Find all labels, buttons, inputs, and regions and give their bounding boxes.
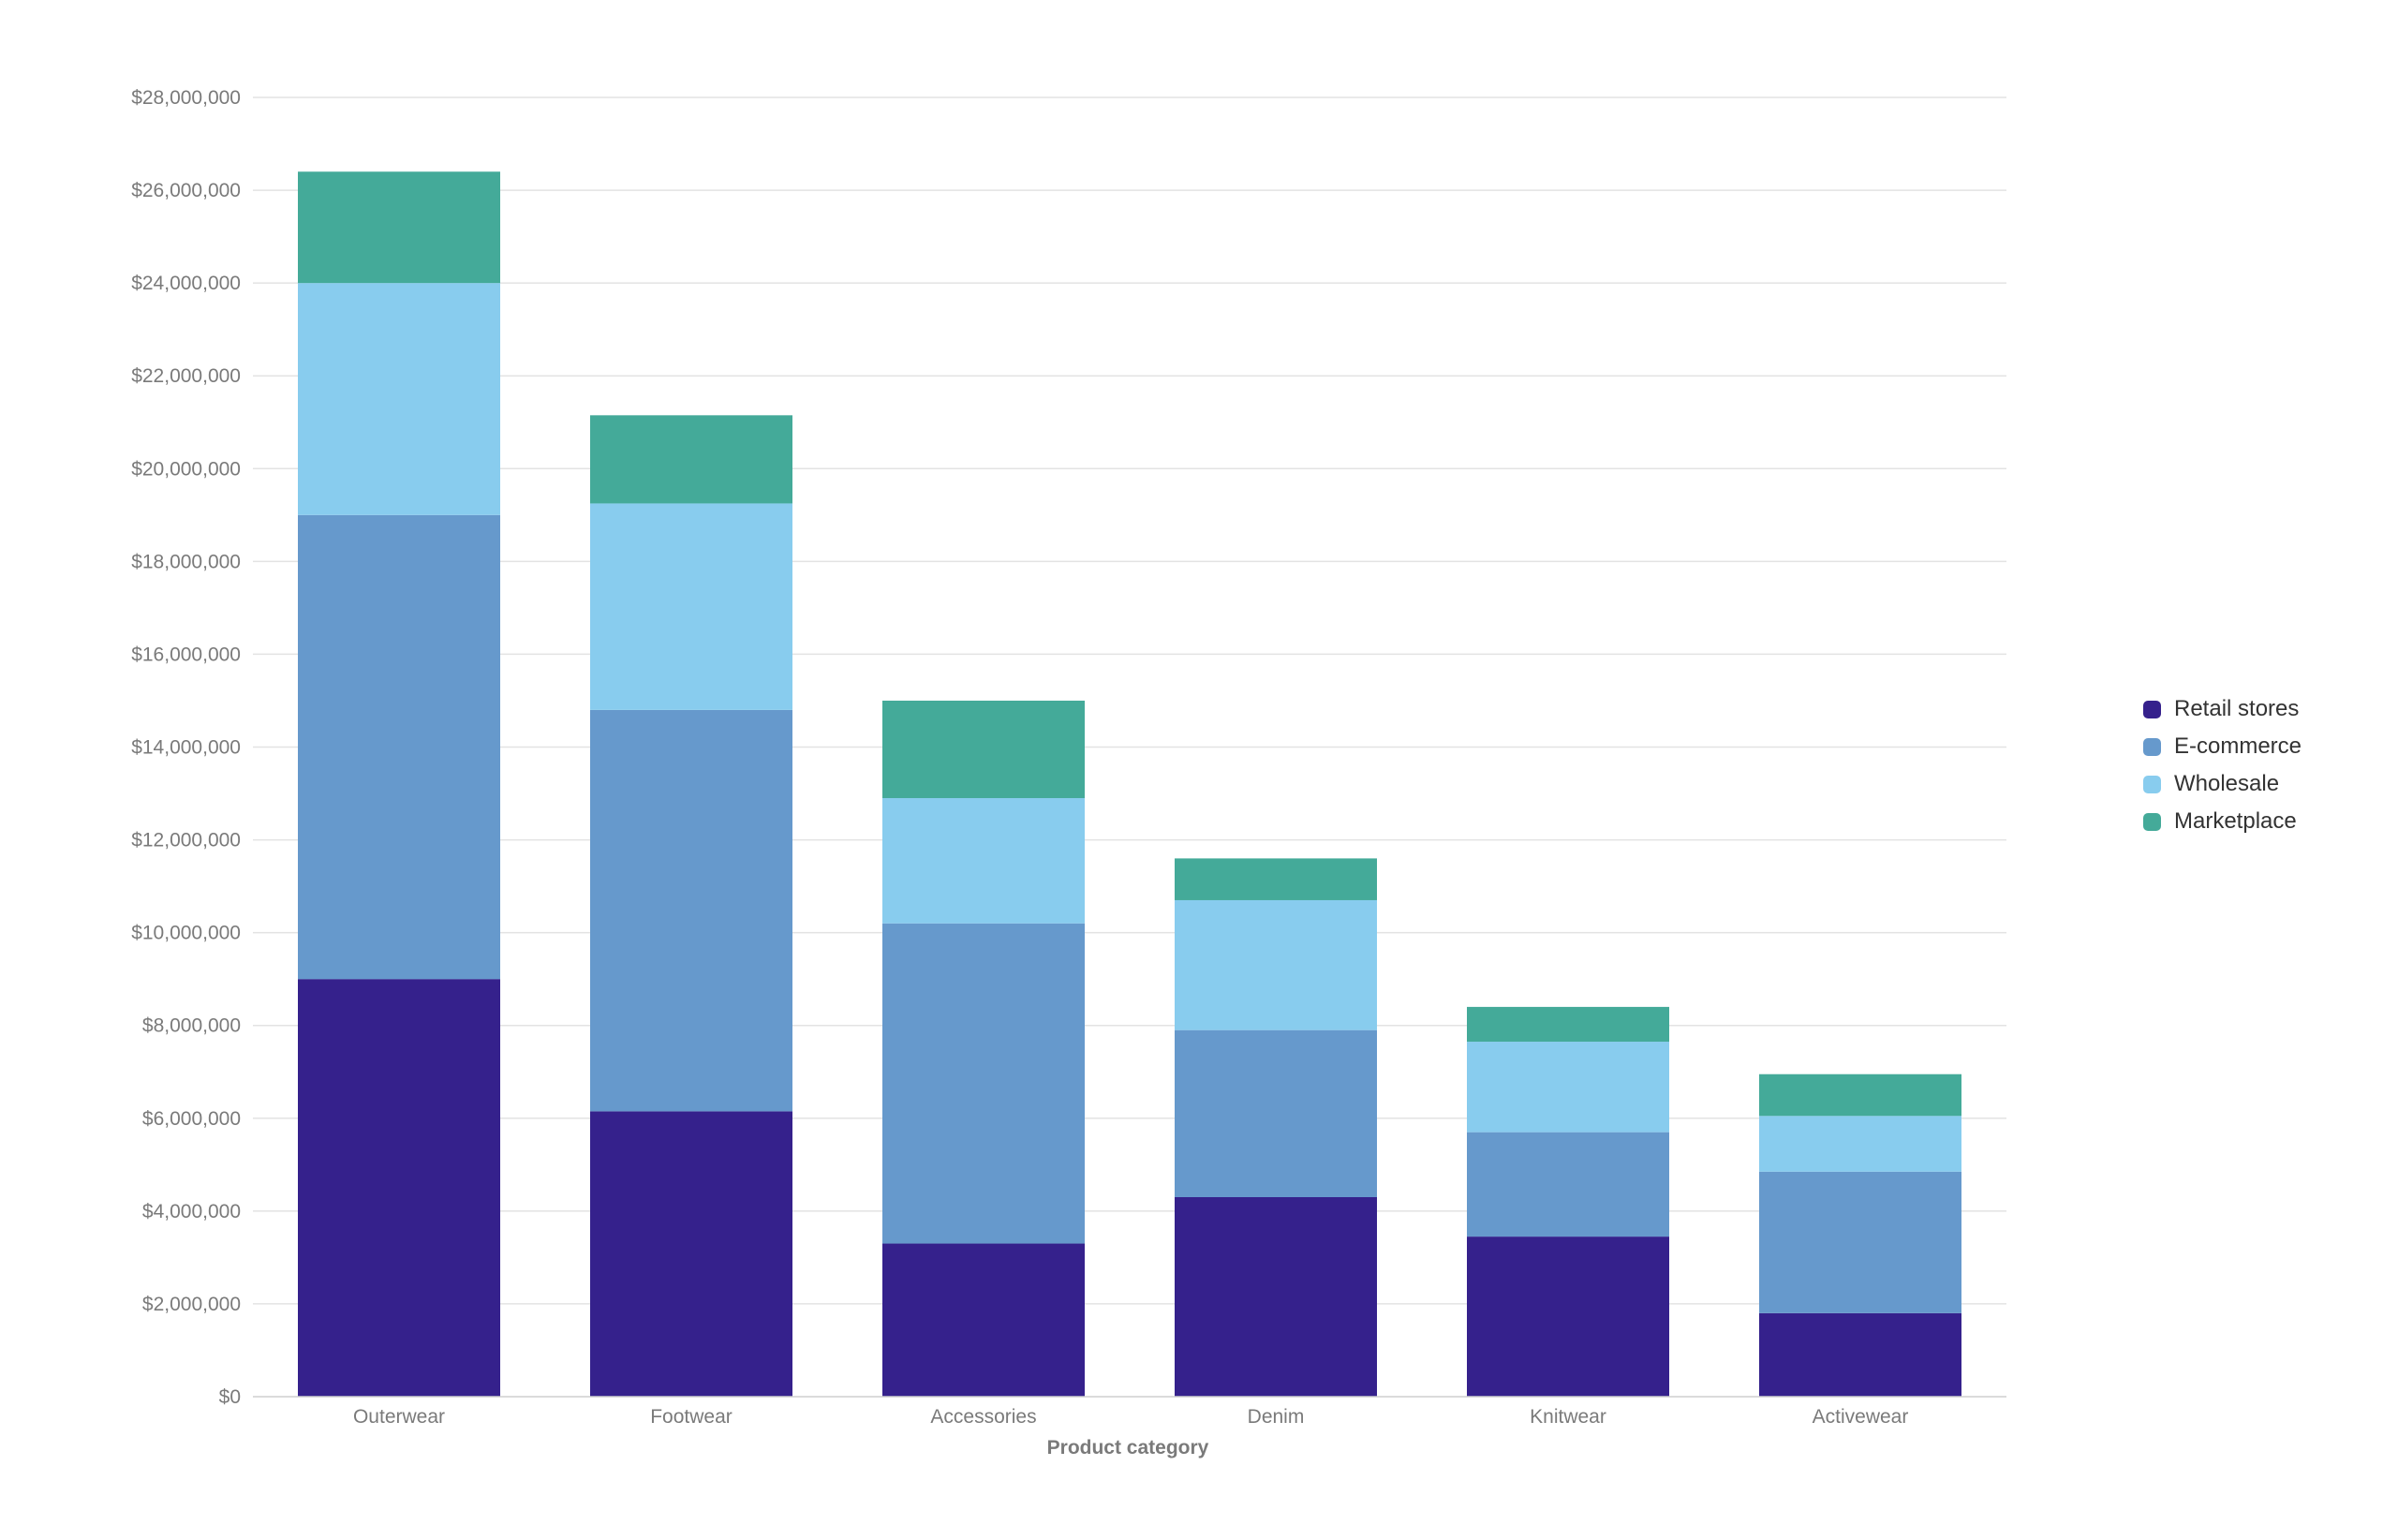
bar-segment-marketplace-outerwear[interactable] (298, 171, 500, 284)
bar-segment-e-commerce-accessories[interactable] (882, 923, 1085, 1244)
bar-segment-marketplace-knitwear[interactable] (1467, 1006, 1669, 1043)
bar-segment-retail-stores-activewear[interactable] (1759, 1312, 1961, 1397)
y-tick-label: $18,000,000 (131, 551, 241, 572)
bar-segment-wholesale-accessories[interactable] (882, 797, 1085, 924)
bar-segment-retail-stores-accessories[interactable] (882, 1243, 1085, 1397)
legend: Retail stores E-commerce Wholesale Marketpl… (2143, 696, 2302, 834)
legend-item[interactable]: Wholesale (2143, 771, 2302, 796)
y-tick-label: $12,000,000 (131, 830, 241, 851)
legend-label: Marketplace (2174, 808, 2297, 834)
x-tick-label: Accessories (930, 1406, 1036, 1428)
legend-swatch (2143, 812, 2161, 831)
bar-segment-wholesale-outerwear[interactable] (298, 283, 500, 515)
y-tick-label: $14,000,000 (131, 737, 241, 759)
bar-segment-wholesale-footwear[interactable] (590, 503, 792, 710)
bar-segment-wholesale-knitwear[interactable] (1467, 1042, 1669, 1133)
legend-swatch (2143, 737, 2161, 756)
y-tick-label: $2,000,000 (142, 1294, 241, 1315)
y-tick-label: $28,000,000 (131, 87, 241, 109)
bar-segment-retail-stores-denim[interactable] (1175, 1196, 1377, 1397)
bar-segment-marketplace-footwear[interactable] (590, 415, 792, 504)
y-tick-label: $20,000,000 (131, 458, 241, 480)
bar-segment-e-commerce-outerwear[interactable] (298, 514, 500, 980)
bar-segment-retail-stores-knitwear[interactable] (1467, 1236, 1669, 1397)
x-tick-label: Outerwear (353, 1406, 445, 1428)
bar-segment-marketplace-denim[interactable] (1175, 858, 1377, 900)
bar-segment-e-commerce-knitwear[interactable] (1467, 1132, 1669, 1237)
x-tick-label: Footwear (650, 1406, 733, 1428)
legend-label: E-commerce (2174, 733, 2302, 759)
bar-segment-e-commerce-denim[interactable] (1175, 1029, 1377, 1197)
legend-label: Wholesale (2174, 771, 2280, 796)
x-tick-label: Activewear (1813, 1406, 1909, 1428)
bar-segment-wholesale-denim[interactable] (1175, 899, 1377, 1030)
legend-item[interactable]: E-commerce (2143, 733, 2302, 759)
x-tick-label: Knitwear (1530, 1406, 1606, 1428)
legend-item[interactable]: Retail stores (2143, 696, 2302, 721)
bar-segment-marketplace-accessories[interactable] (882, 700, 1085, 798)
x-axis-title: Product category (1047, 1437, 1209, 1459)
bar-segment-wholesale-activewear[interactable] (1759, 1116, 1961, 1172)
y-tick-label: $4,000,000 (142, 1201, 241, 1222)
gridlines (253, 96, 2006, 1305)
y-tick-label: $0 (219, 1386, 241, 1408)
y-tick-label: $16,000,000 (131, 644, 241, 665)
y-tick-label: $6,000,000 (142, 1108, 241, 1130)
legend-item[interactable]: Marketplace (2143, 808, 2302, 834)
bar-segment-retail-stores-outerwear[interactable] (298, 979, 500, 1397)
y-tick-label: $22,000,000 (131, 365, 241, 387)
y-tick-label: $26,000,000 (131, 180, 241, 201)
x-tick-label: Denim (1248, 1406, 1305, 1428)
legend-label: Retail stores (2174, 696, 2300, 721)
y-tick-label: $8,000,000 (142, 1015, 241, 1037)
axes: $0 $2,000,000 $4,000,000 $6,000,000 $8,000,0… (131, 87, 2006, 1428)
bar-segment-e-commerce-activewear[interactable] (1759, 1171, 1961, 1313)
bars (298, 171, 1961, 1397)
y-tick-label: $24,000,000 (131, 273, 241, 294)
y-tick-label: $10,000,000 (131, 923, 241, 944)
legend-swatch (2143, 700, 2161, 718)
bar-segment-marketplace-activewear[interactable] (1759, 1074, 1961, 1117)
bar-segment-e-commerce-footwear[interactable] (590, 709, 792, 1112)
bar-segment-retail-stores-footwear[interactable] (590, 1111, 792, 1397)
legend-swatch (2143, 775, 2161, 793)
